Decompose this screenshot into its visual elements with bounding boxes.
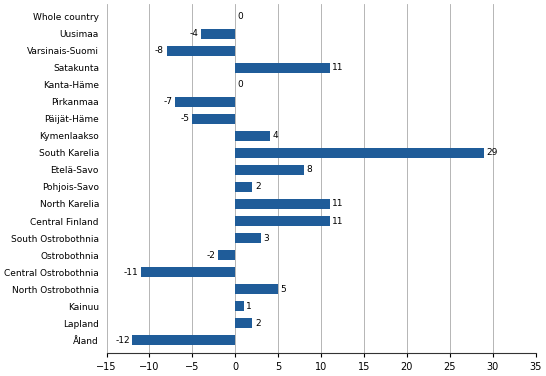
Bar (235, 301, 244, 311)
Text: 3: 3 (264, 233, 269, 243)
Bar (235, 148, 484, 158)
Text: -5: -5 (181, 114, 190, 123)
Text: 11: 11 (333, 64, 344, 73)
Text: 0: 0 (237, 12, 243, 21)
Bar (201, 29, 235, 39)
Text: 1: 1 (246, 302, 252, 311)
Text: 0: 0 (237, 80, 243, 89)
Bar (167, 46, 235, 56)
Text: 29: 29 (486, 149, 498, 158)
Text: -8: -8 (155, 46, 164, 55)
Text: 5: 5 (281, 285, 287, 294)
Bar (235, 63, 330, 73)
Text: 4: 4 (272, 132, 278, 141)
Text: 2: 2 (255, 318, 260, 327)
Text: 11: 11 (333, 217, 344, 226)
Bar (235, 216, 330, 226)
Bar (235, 165, 304, 175)
Bar (235, 318, 252, 328)
Bar (192, 114, 235, 124)
Text: 8: 8 (306, 165, 312, 174)
Bar (175, 97, 235, 107)
Text: -12: -12 (115, 335, 130, 344)
Bar (132, 335, 235, 345)
Bar (141, 267, 235, 277)
Bar (235, 131, 270, 141)
Text: -7: -7 (164, 97, 173, 106)
Bar (235, 284, 278, 294)
Text: 2: 2 (255, 182, 260, 191)
Text: -11: -11 (123, 267, 138, 276)
Bar (235, 182, 252, 192)
Bar (218, 250, 235, 260)
Text: -4: -4 (189, 29, 198, 38)
Text: -2: -2 (207, 250, 216, 259)
Text: 11: 11 (333, 200, 344, 209)
Bar (235, 233, 261, 243)
Bar (235, 199, 330, 209)
